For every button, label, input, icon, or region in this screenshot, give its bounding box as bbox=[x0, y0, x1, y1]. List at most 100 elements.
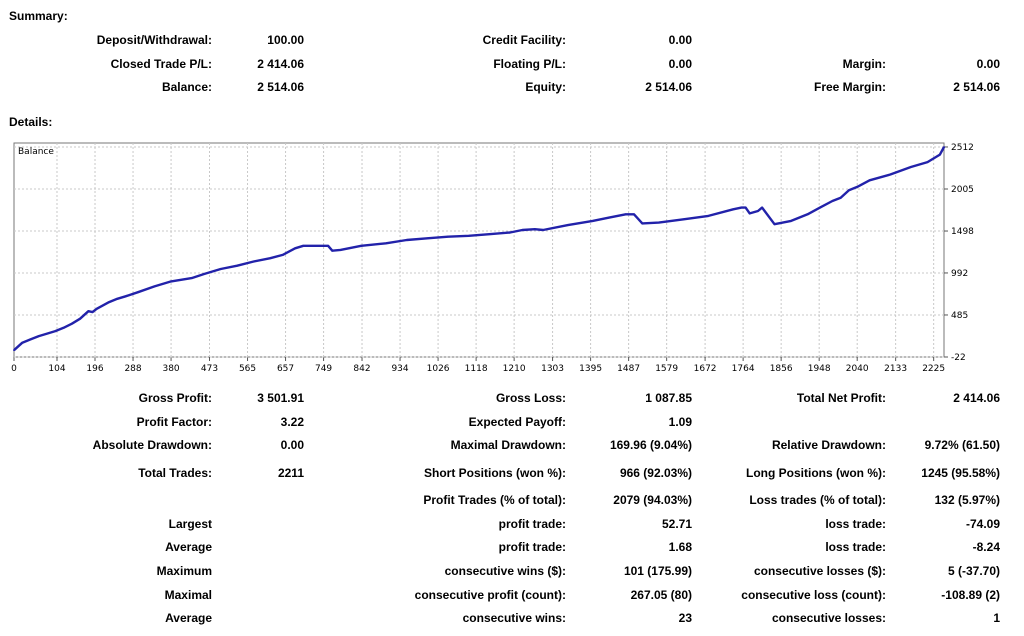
balance-point bbox=[87, 310, 90, 313]
balance-point bbox=[773, 223, 776, 226]
balance-point bbox=[108, 301, 110, 304]
balance-point bbox=[761, 206, 764, 209]
details-value: 52.71 bbox=[661, 516, 692, 531]
details-row: Total Trades: 2211 Short Positions (won %)… bbox=[0, 457, 1000, 488]
balance-point bbox=[806, 213, 809, 216]
balance-point bbox=[385, 242, 387, 245]
x-tick-label: 1210 bbox=[503, 364, 526, 374]
details-value: 1 bbox=[993, 611, 1000, 626]
chart-title: Balance bbox=[18, 147, 54, 157]
summary-label: Margin: bbox=[842, 56, 886, 71]
balance-point bbox=[856, 186, 859, 188]
balance-point bbox=[542, 229, 544, 231]
balance-point bbox=[608, 216, 611, 219]
balance-point bbox=[848, 189, 850, 192]
balance-point bbox=[744, 206, 747, 209]
details-label: consecutive losses: bbox=[771, 611, 886, 626]
details-row: Maximum consecutive wins ($): 101 (175.99)… bbox=[0, 559, 1000, 583]
details-table: Gross Profit: 3 501.91 Gross Loss: 1 087.85… bbox=[0, 386, 1000, 630]
summary-title: Summary: bbox=[9, 9, 68, 23]
x-tick-label: 1764 bbox=[732, 364, 755, 374]
details-label bbox=[0, 488, 212, 512]
details-label: Maximum bbox=[156, 563, 212, 578]
details-label: Absolute Drawdown: bbox=[92, 438, 212, 453]
balance-point bbox=[37, 335, 40, 338]
x-tick-label: 2133 bbox=[884, 364, 907, 374]
x-tick-label: 657 bbox=[277, 364, 294, 374]
balance-line bbox=[13, 146, 946, 352]
summary-label: Deposit/Withdrawal: bbox=[96, 32, 212, 47]
balance-point bbox=[137, 291, 139, 294]
details-value: 9.72% (61.50) bbox=[924, 438, 1000, 453]
details-value: -8.24 bbox=[972, 540, 1000, 555]
y-tick-label: 485 bbox=[951, 311, 968, 321]
summary-value: 0.00 bbox=[668, 56, 692, 71]
balance-point bbox=[269, 257, 272, 260]
details-label: Short Positions (won %): bbox=[424, 465, 566, 480]
summary-row: Balance: 2 514.06 Equity: 2 514.06 Free Marg… bbox=[0, 75, 1000, 99]
details-value: 2 414.06 bbox=[953, 390, 1000, 405]
details-row: Gross Profit: 3 501.91 Gross Loss: 1 087.85… bbox=[0, 386, 1000, 410]
summary-label bbox=[692, 28, 886, 52]
details-label bbox=[692, 410, 886, 434]
balance-point bbox=[21, 341, 24, 344]
balance-point bbox=[889, 173, 892, 176]
x-tick-label: 1487 bbox=[617, 364, 640, 374]
details-label: consecutive loss (count): bbox=[741, 587, 886, 602]
balance-point bbox=[294, 247, 296, 250]
details-value: 23 bbox=[678, 611, 692, 626]
summary-value: 2 414.06 bbox=[257, 56, 304, 71]
summary-label: Equity: bbox=[525, 80, 566, 95]
balance-point bbox=[707, 215, 710, 217]
balance-point bbox=[740, 206, 743, 209]
balance-chart: 0 104 196 288 380 473 565 657 749 842 934 1026 1118 1… bbox=[0, 138, 1024, 378]
x-tick-label: 1395 bbox=[579, 364, 602, 374]
balance-point bbox=[819, 206, 821, 209]
x-tick-label: 1579 bbox=[655, 364, 678, 374]
details-value bbox=[212, 488, 304, 512]
details-label: Maximal bbox=[164, 587, 212, 602]
details-label: Maximal Drawdown: bbox=[450, 438, 566, 453]
details-value: 132 (5.97%) bbox=[934, 492, 1000, 507]
balance-point bbox=[521, 229, 524, 231]
balance-point bbox=[70, 322, 73, 325]
balance-point bbox=[641, 222, 644, 225]
balance-point bbox=[624, 213, 627, 216]
balance-point bbox=[405, 239, 408, 241]
details-label: profit trade: bbox=[498, 540, 566, 555]
balance-point bbox=[757, 210, 759, 212]
details-value: 966 (92.03%) bbox=[619, 465, 692, 480]
details-label: loss trade: bbox=[825, 540, 886, 555]
summary-value: 0.00 bbox=[668, 32, 692, 47]
balance-point bbox=[331, 249, 334, 252]
details-label: consecutive wins ($): bbox=[444, 563, 566, 578]
x-tick-label: 288 bbox=[124, 364, 141, 374]
details-label: consecutive losses ($): bbox=[753, 563, 886, 578]
balance-point bbox=[95, 307, 98, 310]
details-value bbox=[212, 535, 304, 559]
balance-point bbox=[839, 196, 842, 199]
details-label: Profit Factor: bbox=[136, 414, 212, 429]
balance-point bbox=[54, 330, 57, 333]
balance-point bbox=[79, 317, 82, 320]
summary-value: 100.00 bbox=[267, 32, 304, 47]
x-tick-label: 380 bbox=[162, 364, 179, 374]
details-value: 3 501.91 bbox=[257, 390, 304, 405]
balance-point bbox=[252, 260, 255, 263]
summary-row: Closed Trade P/L: 2 414.06 Floating P/L: 0.… bbox=[0, 52, 1000, 76]
details-value: 1.68 bbox=[668, 540, 692, 555]
x-tick-label: 842 bbox=[353, 364, 370, 374]
x-tick-label: 934 bbox=[391, 364, 408, 374]
x-tick-label: 1303 bbox=[541, 364, 564, 374]
balance-point bbox=[203, 273, 206, 275]
details-value bbox=[212, 583, 304, 607]
balance-point bbox=[868, 179, 871, 182]
summary-label: Balance: bbox=[161, 80, 212, 95]
details-label: Gross Profit: bbox=[138, 390, 212, 405]
balance-point bbox=[910, 166, 912, 168]
details-label: Relative Drawdown: bbox=[771, 438, 886, 453]
details-label: Total Trades: bbox=[138, 465, 212, 480]
balance-point bbox=[790, 220, 792, 222]
summary-value: 2 514.06 bbox=[645, 80, 692, 95]
x-tick-label: 1948 bbox=[808, 364, 831, 374]
